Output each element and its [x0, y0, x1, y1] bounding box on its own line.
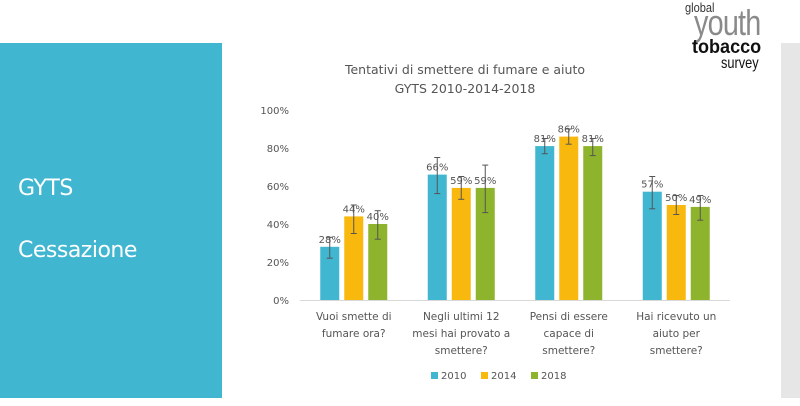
y-tick-label: 100%: [260, 106, 289, 117]
category-label: capace di: [544, 328, 594, 340]
data-label: 57%: [641, 180, 663, 191]
bar-2014: [666, 205, 686, 300]
logo-tobacco: tobacco: [692, 37, 762, 58]
category-label: Vuoi smette di: [316, 311, 392, 323]
bar-2014: [344, 216, 364, 300]
legend-label-2010: 2010: [441, 371, 466, 382]
data-label: 59%: [474, 176, 496, 187]
data-label: 44%: [343, 204, 365, 215]
data-label: 86%: [558, 125, 580, 136]
y-axis: 0% 20% 40% 60% 80% 100%: [260, 106, 289, 307]
category-label: Pensi di essere: [530, 311, 608, 323]
bar-2010: [320, 246, 340, 300]
bar-2018: [368, 224, 388, 300]
category-label: mesi hai provato a: [412, 328, 510, 340]
bar-2014: [559, 136, 579, 300]
data-label: 28%: [319, 235, 341, 246]
x-axis: Vuoi smette di fumare ora? Negli ultimi 12…: [300, 300, 730, 357]
legend-swatch-2018: [531, 372, 538, 379]
logo-global: global: [685, 0, 715, 15]
category-label: aiuto per: [653, 328, 701, 340]
legend-label-2018: 2018: [541, 371, 566, 382]
bar-2018: [690, 206, 710, 300]
y-tick-label: 60%: [267, 182, 289, 193]
bar-2014: [451, 187, 471, 300]
data-label: 50%: [665, 193, 687, 204]
y-tick-label: 40%: [267, 220, 289, 231]
bar-2010: [427, 174, 447, 300]
y-tick-label: 20%: [267, 258, 289, 269]
section-title: GYTS: [18, 176, 73, 201]
data-label: 59%: [450, 176, 472, 187]
logo-youth: youth: [694, 2, 761, 43]
category-label: smettere?: [650, 345, 703, 357]
data-label: 40%: [367, 212, 389, 223]
legend-swatch-2014: [481, 372, 488, 379]
category-label: fumare ora?: [322, 328, 386, 340]
bars: 28%44%40%66%59% 59%81%86%81%57%50% 49%: [319, 125, 711, 300]
bar-2018: [583, 146, 603, 300]
category-label: smettere?: [542, 345, 595, 357]
right-scroll-strip: [781, 43, 800, 398]
category-label: smettere?: [435, 345, 488, 357]
legend: 2010 2014 2018: [431, 371, 566, 382]
bar-2010: [535, 146, 555, 300]
data-label: 81%: [534, 134, 556, 145]
data-label: 66%: [426, 163, 448, 174]
category-label: Hai ricevuto un: [636, 311, 716, 323]
y-tick-label: 80%: [267, 144, 289, 155]
chart-subtitle: GYTS 2010-2014-2018: [395, 81, 536, 96]
chart-title: Tentativi di smettere di fumare e aiuto: [344, 62, 585, 77]
bar-2010: [642, 191, 662, 300]
category-label: Negli ultimi 12: [423, 311, 500, 323]
section-subtitle: Cessazione: [18, 238, 137, 263]
legend-label-2014: 2014: [491, 371, 516, 382]
y-tick-label: 0%: [273, 296, 289, 307]
data-label: 49%: [689, 195, 711, 206]
bar-2018: [475, 187, 495, 300]
data-label: 81%: [582, 134, 604, 145]
legend-swatch-2010: [431, 372, 438, 379]
gyts-logo: youth global tobacco survey: [680, 0, 800, 75]
side-panel: GYTS Cessazione: [0, 43, 222, 398]
logo-survey: survey: [721, 55, 759, 72]
